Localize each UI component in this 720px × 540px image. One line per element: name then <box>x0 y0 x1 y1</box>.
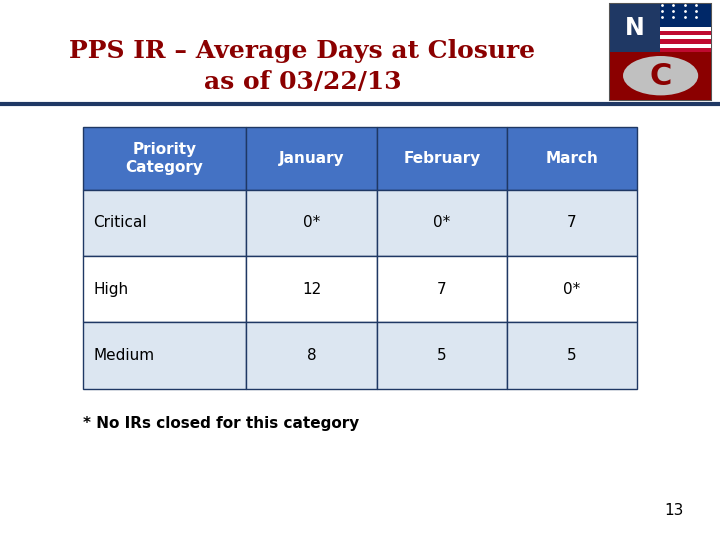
Bar <box>377 322 507 389</box>
Bar <box>660 48 711 52</box>
Bar <box>611 4 660 52</box>
Text: 5: 5 <box>567 348 577 363</box>
Bar <box>83 190 246 256</box>
Text: High: High <box>94 282 129 297</box>
Text: 7: 7 <box>437 282 446 297</box>
Bar <box>507 256 637 322</box>
Bar <box>660 39 711 44</box>
Bar <box>660 44 711 48</box>
Text: 0*: 0* <box>433 215 451 231</box>
Text: 0*: 0* <box>564 282 581 297</box>
Bar <box>246 256 377 322</box>
Text: N: N <box>625 16 645 40</box>
Text: * No IRs closed for this category: * No IRs closed for this category <box>83 416 359 431</box>
Text: 12: 12 <box>302 282 321 297</box>
Ellipse shape <box>623 56 698 96</box>
Bar <box>507 127 637 190</box>
Text: 0*: 0* <box>303 215 320 231</box>
Bar <box>660 4 711 29</box>
Text: 5: 5 <box>437 348 446 363</box>
Bar <box>507 322 637 389</box>
Text: 8: 8 <box>307 348 316 363</box>
Text: 7: 7 <box>567 215 577 231</box>
Bar <box>377 256 507 322</box>
Bar <box>377 127 507 190</box>
Bar <box>377 190 507 256</box>
Text: Critical: Critical <box>94 215 147 231</box>
Bar <box>246 190 377 256</box>
Bar <box>611 52 711 99</box>
Text: Medium: Medium <box>94 348 155 363</box>
Text: January: January <box>279 151 344 166</box>
Bar <box>83 322 246 389</box>
Text: as of 03/22/13: as of 03/22/13 <box>204 70 401 94</box>
Text: 13: 13 <box>665 503 684 518</box>
Bar <box>507 190 637 256</box>
Text: PPS IR – Average Days at Closure: PPS IR – Average Days at Closure <box>69 39 536 63</box>
Bar <box>246 322 377 389</box>
Text: March: March <box>546 151 598 166</box>
Bar <box>246 127 377 190</box>
Bar <box>83 127 246 190</box>
Text: Priority
Category: Priority Category <box>125 141 204 175</box>
Text: C: C <box>649 62 672 91</box>
Bar <box>83 256 246 322</box>
Bar <box>660 31 711 35</box>
Text: February: February <box>403 151 480 166</box>
Bar <box>660 35 711 39</box>
Bar <box>660 27 711 31</box>
